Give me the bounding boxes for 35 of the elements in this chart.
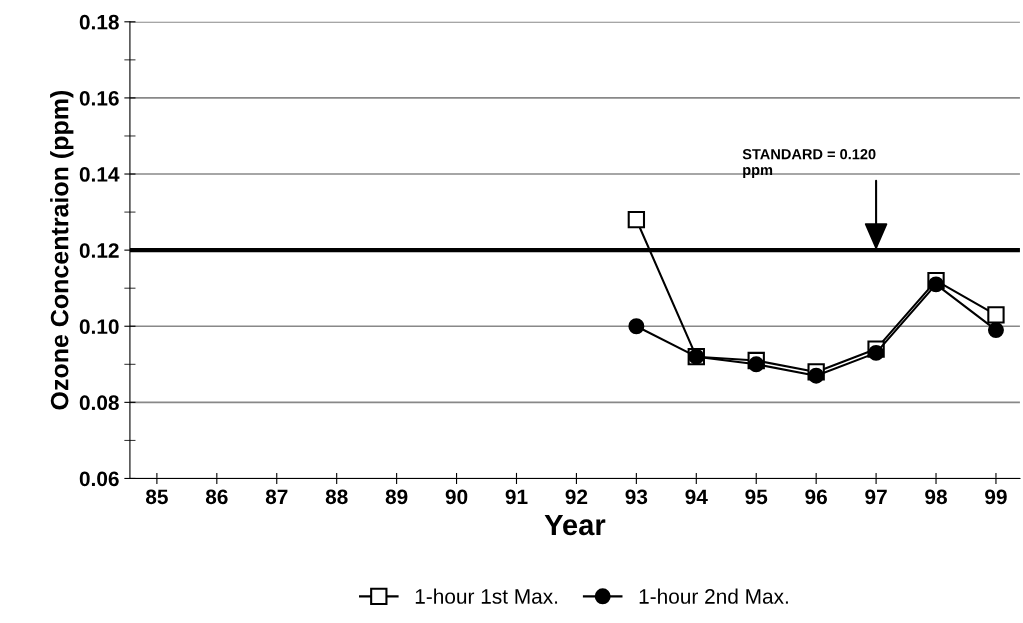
- x-tick-label: 91: [505, 489, 528, 505]
- x-tick-label: 87: [265, 489, 288, 505]
- x-tick-label: 93: [625, 489, 648, 505]
- point: [928, 276, 945, 293]
- x-axis-title: Year: [544, 514, 606, 536]
- y-axis-title: Ozone Concentraion (ppm): [50, 90, 74, 410]
- y-tick-label: 0.12: [79, 243, 119, 258]
- x-tick-label: 99: [985, 489, 1007, 505]
- x-tick-label: 97: [865, 489, 887, 505]
- x-tick-label: 92: [565, 489, 588, 505]
- y-tick-label: 0.10: [79, 319, 119, 334]
- x-tick-label: 86: [205, 489, 228, 505]
- point: [987, 306, 1005, 324]
- y-tick-label: 0.16: [79, 90, 119, 106]
- x-tick-label: 90: [445, 489, 468, 505]
- y-tick-label: 0.14: [79, 167, 120, 182]
- point: [748, 356, 765, 373]
- x-tick-label: 95: [745, 489, 768, 505]
- point: [628, 318, 645, 335]
- annotation: STANDARD = 0.120 ppm: [742, 148, 876, 178]
- legend-label: 1-hour 2nd Max.: [639, 588, 788, 604]
- x-tick-label: 88: [325, 489, 348, 505]
- x-tick-label: 85: [145, 489, 168, 505]
- x-tick-label: 94: [685, 489, 708, 505]
- y-tick-label: 0.06: [79, 471, 119, 487]
- y-tick-label: 0.18: [79, 14, 119, 30]
- x-tick-label: 98: [925, 489, 947, 505]
- point: [808, 367, 825, 384]
- x-tick-label: 89: [385, 489, 408, 505]
- legend-label: 1-hour 1st Max.: [415, 588, 558, 604]
- y-tick-label: 0.08: [79, 395, 119, 411]
- x-tick-label: 96: [805, 489, 827, 505]
- point: [627, 211, 646, 229]
- point: [987, 322, 1004, 339]
- point: [868, 344, 885, 361]
